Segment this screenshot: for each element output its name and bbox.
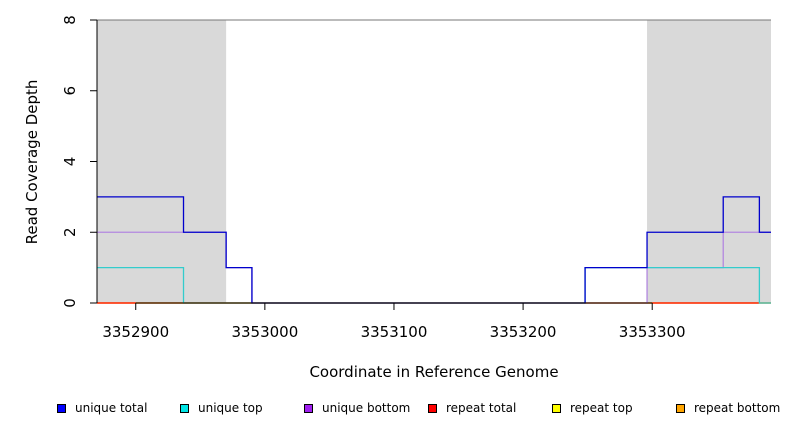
x-tick-label: 3353200 — [490, 323, 557, 341]
legend-item-unique-bottom: unique bottom — [304, 401, 410, 415]
legend-swatch — [304, 403, 313, 413]
y-tick-label: 2 — [61, 227, 79, 237]
axes: 0 2 4 6 8 3352900 3353000 3353100 3353200 3353300 — [61, 15, 686, 341]
y-tick-label: 6 — [61, 86, 79, 96]
legend-label: repeat top — [570, 401, 633, 415]
x-tick-label: 3353100 — [361, 323, 428, 341]
legend-swatch — [428, 403, 437, 413]
legend-swatch — [180, 403, 189, 413]
x-tick-label: 3353000 — [231, 323, 298, 341]
legend-label: unique total — [75, 401, 148, 415]
shaded-region-1 — [97, 20, 227, 303]
legend-item-repeat-bottom: repeat bottom — [676, 401, 780, 415]
legend-swatch — [552, 403, 561, 413]
legend-label: repeat bottom — [694, 401, 781, 415]
y-tick-label: 0 — [61, 298, 79, 308]
x-tick-label: 3352900 — [102, 323, 169, 341]
y-axis-label: Read Coverage Depth — [23, 80, 41, 245]
shaded-regions — [97, 20, 771, 303]
y-tick-label: 8 — [61, 15, 79, 25]
y-tick-label: 4 — [61, 157, 79, 167]
legend-item-repeat-top: repeat top — [552, 401, 633, 415]
series-line-unique-total — [97, 196, 771, 304]
legend-label: repeat total — [446, 401, 517, 415]
legend-item-unique-top: unique top — [180, 401, 263, 415]
legend-swatch — [57, 403, 66, 413]
x-tick-label: 3353300 — [619, 323, 686, 341]
legend: unique total unique top unique bottom repea… — [0, 401, 792, 419]
shaded-region-2 — [647, 20, 771, 303]
legend-label: unique bottom — [322, 401, 411, 415]
legend-item-unique-total: unique total — [57, 401, 147, 415]
legend-label: unique top — [198, 401, 263, 415]
x-axis-label: Coordinate in Reference Genome — [309, 363, 558, 381]
legend-item-repeat-total: repeat total — [428, 401, 516, 415]
legend-swatch — [676, 403, 685, 413]
